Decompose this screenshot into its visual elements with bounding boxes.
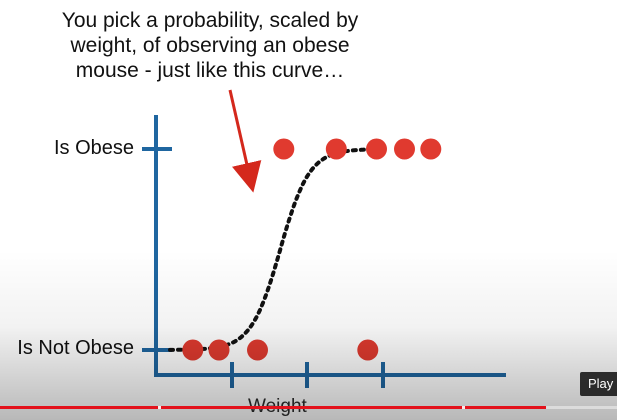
annotation-arrow [228,89,262,193]
data-point-4 [357,339,379,361]
play-tooltip[interactable]: Play [580,372,617,396]
data-point-5 [273,138,295,160]
data-point-3 [247,339,268,361]
caption-line-2: weight, of observing an obese [70,34,350,57]
progress-bar-fill [0,406,547,409]
caption-line-1: You pick a probability, scaled by [61,9,359,32]
data-point-9 [420,138,442,160]
chapter-marker [462,406,465,409]
data-points [182,138,442,361]
caption-line-3: mouse - just like this curve… [75,59,345,82]
chapter-marker [158,406,161,409]
y-tick-label-not-obese: Is Not Obese [17,337,134,359]
data-point-7 [366,138,387,160]
data-point-8 [394,138,415,160]
y-tick-label-obese: Is Obese [53,137,134,159]
data-point-6 [325,138,347,160]
data-point-1 [182,339,204,361]
slide-caption: You pick a probability, scaled by weight… [40,8,380,83]
logistic-curve [168,147,375,352]
progress-bar[interactable] [0,406,617,409]
data-point-2 [208,339,230,361]
